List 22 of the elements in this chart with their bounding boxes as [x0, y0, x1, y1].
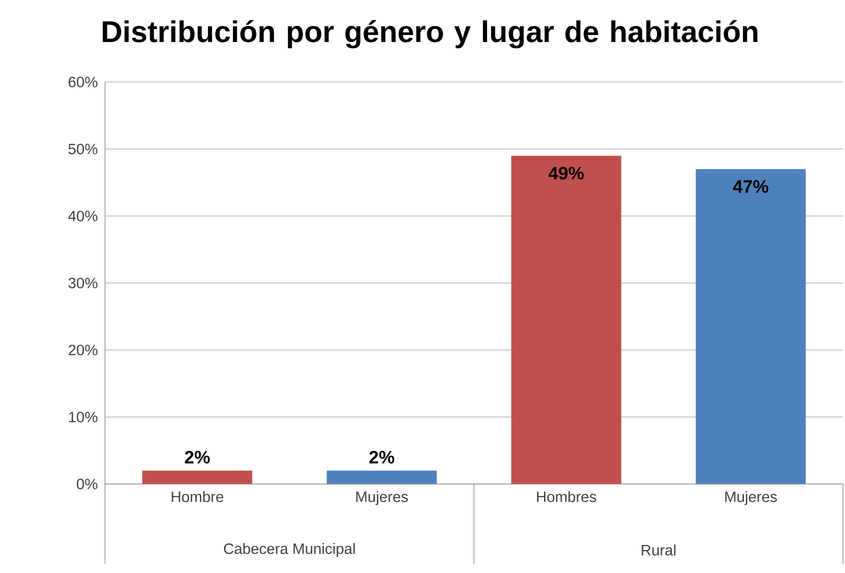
- x-tick-label: Hombres: [537, 491, 596, 502]
- bar: [696, 169, 806, 484]
- x-tick-label: Mujeres: [356, 491, 408, 506]
- y-tick-label: 0%: [76, 478, 98, 490]
- chart-title: Distribución por género y lugar de habitación: [102, 20, 758, 48]
- y-tick-label: 50%: [68, 144, 98, 154]
- bar: [142, 470, 252, 484]
- x-tick-label: Hombre: [172, 491, 224, 502]
- x-tick-label: Mujeres: [725, 491, 777, 506]
- y-tick-label: 40%: [68, 210, 98, 222]
- bar: [511, 156, 622, 484]
- data-label: 2%: [369, 450, 394, 464]
- text: Cabecera Municipal: [224, 543, 355, 557]
- bar: [326, 470, 437, 484]
- data-label: 49%: [548, 166, 584, 180]
- y-tick-label: 60%: [68, 76, 98, 88]
- y-tick-label: 30%: [68, 278, 98, 288]
- y-tick-label: 20%: [68, 344, 98, 356]
- data-label: 2%: [184, 450, 210, 464]
- text: Rural: [642, 544, 676, 556]
- y-tick-label: 10%: [69, 412, 98, 422]
- data-label: 47%: [733, 180, 768, 193]
